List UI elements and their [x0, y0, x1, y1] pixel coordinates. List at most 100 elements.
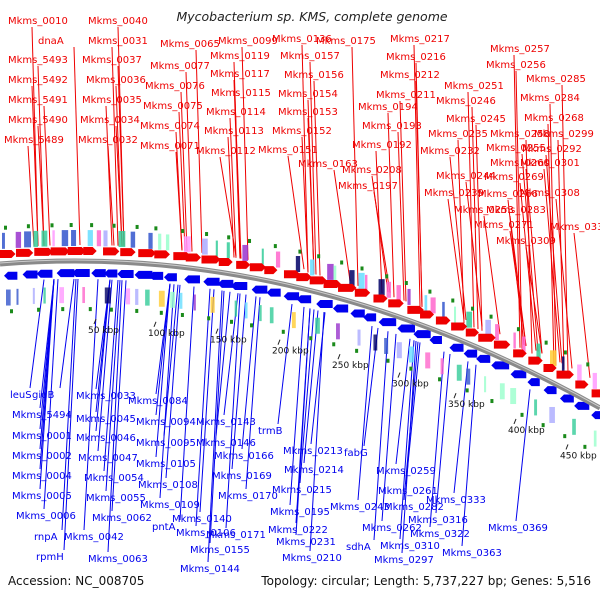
reverse-gene-arrow: [217, 279, 234, 288]
reverse-label-line: [309, 312, 325, 552]
forward-gene-label: Mkms_0244: [436, 171, 496, 182]
feature-block: [442, 301, 445, 318]
feature-block: [378, 279, 385, 296]
feature-block: [158, 233, 162, 250]
reverse-gene-arrow: [316, 300, 333, 309]
reverse-gene-label: Mkms_0055: [86, 493, 146, 504]
forward-gene-label: Mkms_0245: [446, 114, 506, 125]
feature-block: [259, 305, 262, 322]
reverse-gene-label: Mkms_0047: [78, 453, 138, 464]
reverse-label-line: [207, 290, 223, 563]
reverse-label-line: [399, 340, 415, 540]
feature-block: [536, 343, 541, 360]
reverse-gene-label: rpmH: [36, 552, 64, 563]
forward-gene-arrow: [120, 248, 136, 257]
forward-gene-label: Mkms_0112: [196, 146, 256, 157]
feature-block: [510, 388, 517, 405]
forward-gene-label: Mkms_0256: [486, 60, 546, 71]
cds-marker: [332, 342, 336, 347]
reverse-gene-label: Mkms_0195: [270, 507, 330, 518]
feature-block: [210, 296, 215, 313]
reverse-label-line: [63, 278, 79, 551]
feature-block: [407, 288, 411, 305]
reverse-label-line: [395, 338, 411, 465]
reverse-label-line: [111, 280, 127, 512]
feature-block: [16, 288, 19, 305]
cds-marker: [520, 412, 524, 417]
forward-label-line: [415, 80, 423, 308]
forward-gene-arrow: [465, 328, 479, 337]
feature-block: [534, 399, 538, 416]
reverse-gene-label: Mkms_0046: [76, 433, 136, 444]
scale-tick-mark: [337, 354, 341, 360]
forward-label-line: [219, 156, 237, 257]
forward-label-line: [309, 61, 317, 275]
reverse-label-line: [61, 278, 77, 531]
forward-gene-arrow: [478, 333, 496, 342]
forward-gene-label: Mkms_0117: [210, 69, 270, 80]
forward-gene-arrow: [513, 349, 527, 358]
feature-block: [357, 329, 361, 346]
cds-marker: [563, 434, 567, 439]
reverse-label-line: [231, 294, 247, 470]
feature-block: [96, 230, 102, 247]
feature-block: [165, 234, 170, 251]
reverse-label-line: [195, 288, 211, 527]
scale-tick-label: 100 kbp: [148, 329, 185, 339]
cds-marker: [438, 377, 442, 382]
feature-block: [6, 289, 11, 306]
forward-label-line: [471, 106, 479, 330]
cds-marker: [26, 224, 30, 229]
reverse-label-line: [515, 389, 531, 522]
reverse-gene-label: Mkms_0105: [136, 459, 196, 470]
feature-tracks: [0, 223, 600, 449]
cds-marker: [109, 307, 113, 312]
forward-gene-label: Mkms_0153: [278, 107, 338, 118]
forward-gene-label: Mkms_0152: [272, 126, 332, 137]
feature-block: [2, 232, 5, 249]
forward-gene-label: Mkms_0239: [424, 188, 484, 199]
cds-marker: [135, 224, 139, 229]
reverse-gene-arrow: [574, 401, 590, 410]
reverse-gene-label: Mkms_0062: [92, 513, 152, 524]
forward-label-line: [115, 125, 123, 246]
reverse-gene-label: Mkms_0213: [283, 446, 343, 457]
forward-gene-label: Mkms_0136: [272, 34, 332, 45]
forward-gene-arrow: [15, 248, 34, 257]
feature-block: [396, 285, 401, 302]
feature-block: [424, 295, 428, 312]
forward-gene-arrow: [338, 283, 357, 292]
forward-label-line: [545, 154, 563, 364]
feature-block: [408, 346, 414, 363]
feature-block: [577, 364, 582, 381]
reverse-gene-arrow: [429, 336, 442, 345]
cds-marker: [50, 223, 54, 228]
forward-gene-label: Mkms_0269: [484, 172, 544, 183]
scale-tick-mark: [453, 393, 457, 399]
cds-marker: [355, 348, 359, 353]
reverse-gene-label: Mkms_0171: [206, 530, 266, 541]
forward-label-line: [509, 230, 527, 346]
reverse-label-line: [435, 353, 451, 514]
forward-gene-label: Mkms_0211: [376, 90, 436, 101]
feature-block: [24, 231, 32, 248]
forward-label-line: [195, 49, 203, 253]
feature-block: [440, 358, 444, 375]
forward-gene-label: Mkms_0154: [278, 89, 338, 100]
reverse-gene-label: Mkms_0054: [84, 473, 144, 484]
feature-block: [386, 281, 392, 298]
cds-marker: [181, 229, 185, 234]
forward-gene-arrow: [575, 380, 589, 389]
scale-tick-mark: [93, 318, 97, 325]
cds-marker: [10, 309, 13, 314]
reverse-gene-label: Mkms_0144: [180, 564, 240, 575]
reverse-gene-label: Mkms_0094: [136, 417, 196, 428]
reverse-label-line: [165, 284, 181, 479]
feature-block: [310, 259, 315, 276]
feature-block: [158, 290, 165, 307]
cds-marker: [281, 329, 285, 334]
forward-label-line: [547, 123, 555, 365]
reverse-gene-label: rnpA: [34, 532, 58, 543]
